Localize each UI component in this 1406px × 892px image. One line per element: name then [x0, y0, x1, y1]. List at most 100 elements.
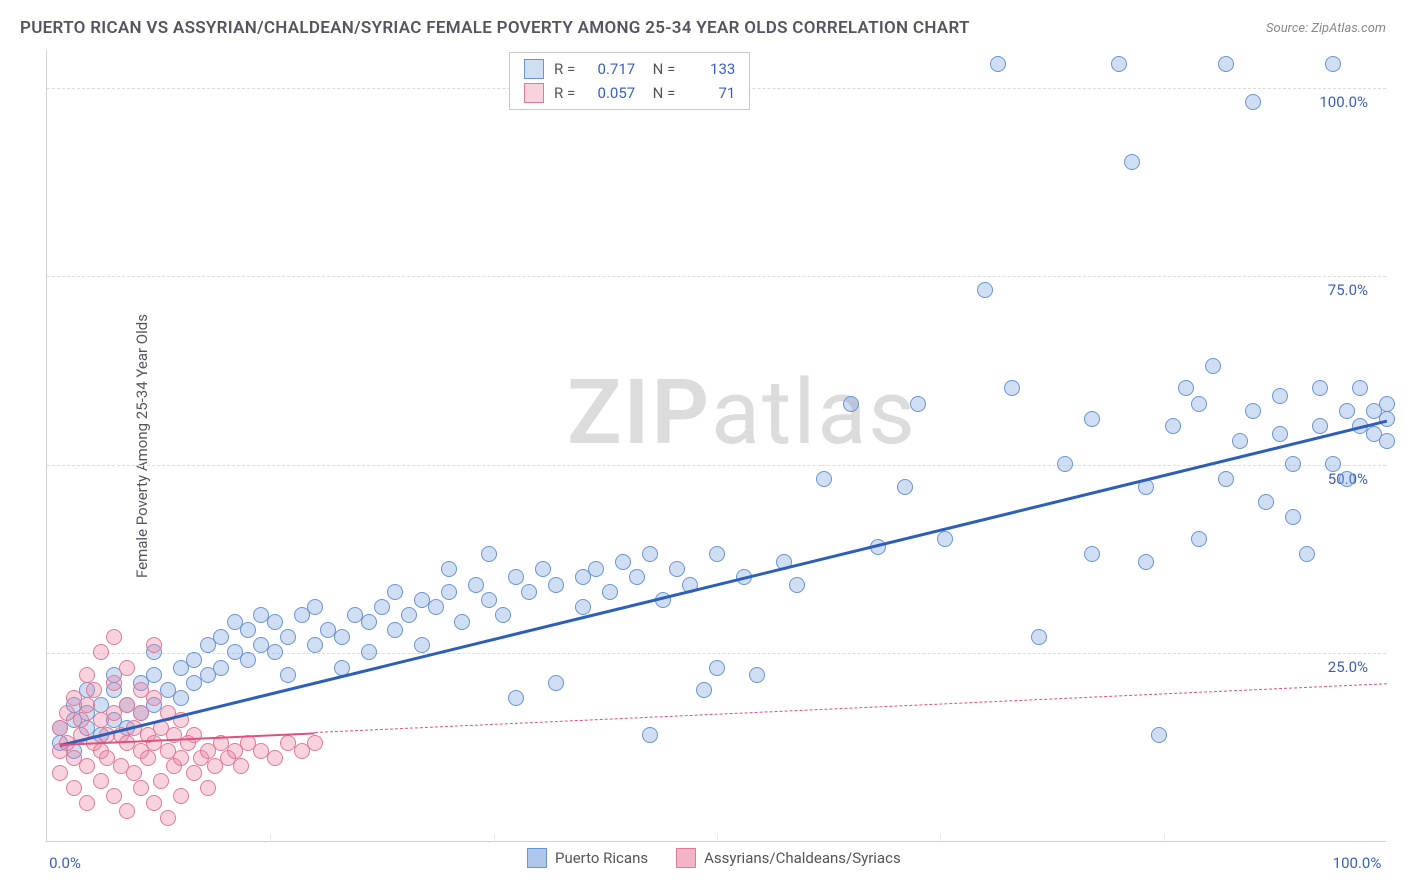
- data-point: [1218, 56, 1234, 72]
- data-point: [1379, 396, 1395, 412]
- data-point: [1084, 411, 1100, 427]
- data-point: [119, 660, 135, 676]
- data-point: [146, 637, 162, 653]
- data-point: [1057, 456, 1073, 472]
- data-point: [937, 531, 953, 547]
- legend-r-value: 0.717: [585, 60, 635, 78]
- data-point: [66, 780, 82, 796]
- data-point: [52, 765, 68, 781]
- legend-n-label: N =: [645, 84, 675, 102]
- data-point: [307, 637, 323, 653]
- data-point: [1138, 554, 1154, 570]
- data-point: [79, 697, 95, 713]
- data-point: [669, 561, 685, 577]
- data-point: [160, 810, 176, 826]
- data-point: [642, 546, 658, 562]
- data-point: [213, 660, 229, 676]
- data-point: [441, 561, 457, 577]
- data-point: [240, 622, 256, 638]
- data-point: [642, 727, 658, 743]
- legend-n-label: N =: [645, 60, 675, 78]
- data-point: [387, 622, 403, 638]
- legend-swatch: [676, 848, 696, 868]
- legend-n-value: 71: [685, 84, 735, 102]
- data-point: [977, 282, 993, 298]
- data-point: [106, 788, 122, 804]
- grid-line-v: [940, 834, 941, 842]
- data-point: [267, 614, 283, 630]
- data-point: [548, 577, 564, 593]
- data-point: [508, 690, 524, 706]
- data-point: [1352, 380, 1368, 396]
- data-point: [240, 652, 256, 668]
- data-point: [441, 584, 457, 600]
- data-point: [468, 577, 484, 593]
- data-point: [387, 584, 403, 600]
- data-point: [1191, 396, 1207, 412]
- data-point: [1165, 418, 1181, 434]
- data-point: [146, 667, 162, 683]
- data-point: [267, 750, 283, 766]
- trend-line-dashed: [315, 684, 1387, 734]
- data-point: [816, 471, 832, 487]
- grid-line-v: [494, 834, 495, 842]
- data-point: [79, 758, 95, 774]
- data-point: [1245, 403, 1261, 419]
- data-point: [602, 584, 618, 600]
- source-label: Source: ZipAtlas.com: [1266, 21, 1386, 36]
- data-point: [1218, 471, 1234, 487]
- data-point: [1111, 56, 1127, 72]
- legend-item: Assyrians/Chaldeans/Syriacs: [676, 848, 901, 868]
- data-point: [588, 561, 604, 577]
- data-point: [79, 795, 95, 811]
- data-point: [1084, 546, 1100, 562]
- grid-line-v: [270, 834, 271, 842]
- grid-line-v: [1164, 834, 1165, 842]
- data-point: [374, 599, 390, 615]
- data-point: [1272, 426, 1288, 442]
- data-point: [1312, 418, 1328, 434]
- y-tick-label: 100.0%: [1319, 93, 1368, 111]
- data-point: [575, 599, 591, 615]
- legend-row: R = 0.057 N = 71: [510, 81, 749, 105]
- data-point: [401, 607, 417, 623]
- data-point: [361, 644, 377, 660]
- data-point: [126, 765, 142, 781]
- legend-label: Assyrians/Chaldeans/Syriacs: [704, 849, 901, 867]
- data-point: [1124, 154, 1140, 170]
- legend-r-label: R =: [554, 60, 575, 78]
- data-point: [897, 479, 913, 495]
- y-tick-label: 25.0%: [1328, 658, 1368, 676]
- data-point: [307, 599, 323, 615]
- legend-r-value: 0.057: [585, 84, 635, 102]
- data-point: [1325, 456, 1341, 472]
- data-point: [1312, 380, 1328, 396]
- data-point: [267, 644, 283, 660]
- data-point: [173, 690, 189, 706]
- data-point: [186, 727, 202, 743]
- data-point: [535, 561, 551, 577]
- data-point: [1379, 411, 1395, 427]
- x-tick-label: 100.0%: [1333, 854, 1382, 872]
- data-point: [133, 705, 149, 721]
- data-point: [146, 795, 162, 811]
- data-point: [280, 629, 296, 645]
- data-point: [106, 675, 122, 691]
- grid-line-h: [47, 276, 1386, 277]
- data-point: [1258, 494, 1274, 510]
- data-point: [1325, 56, 1341, 72]
- data-point: [79, 667, 95, 683]
- data-point: [1272, 388, 1288, 404]
- data-point: [615, 554, 631, 570]
- trend-line: [60, 420, 1387, 747]
- data-point: [153, 773, 169, 789]
- data-point: [1245, 94, 1261, 110]
- data-point: [428, 599, 444, 615]
- data-point: [1339, 403, 1355, 419]
- legend-swatch: [524, 83, 544, 103]
- chart-title: PUERTO RICAN VS ASSYRIAN/CHALDEAN/SYRIAC…: [20, 18, 970, 38]
- legend-r-label: R =: [554, 84, 575, 102]
- data-point: [93, 773, 109, 789]
- legend-row: R =0.717 N =133: [510, 57, 749, 81]
- data-point: [186, 652, 202, 668]
